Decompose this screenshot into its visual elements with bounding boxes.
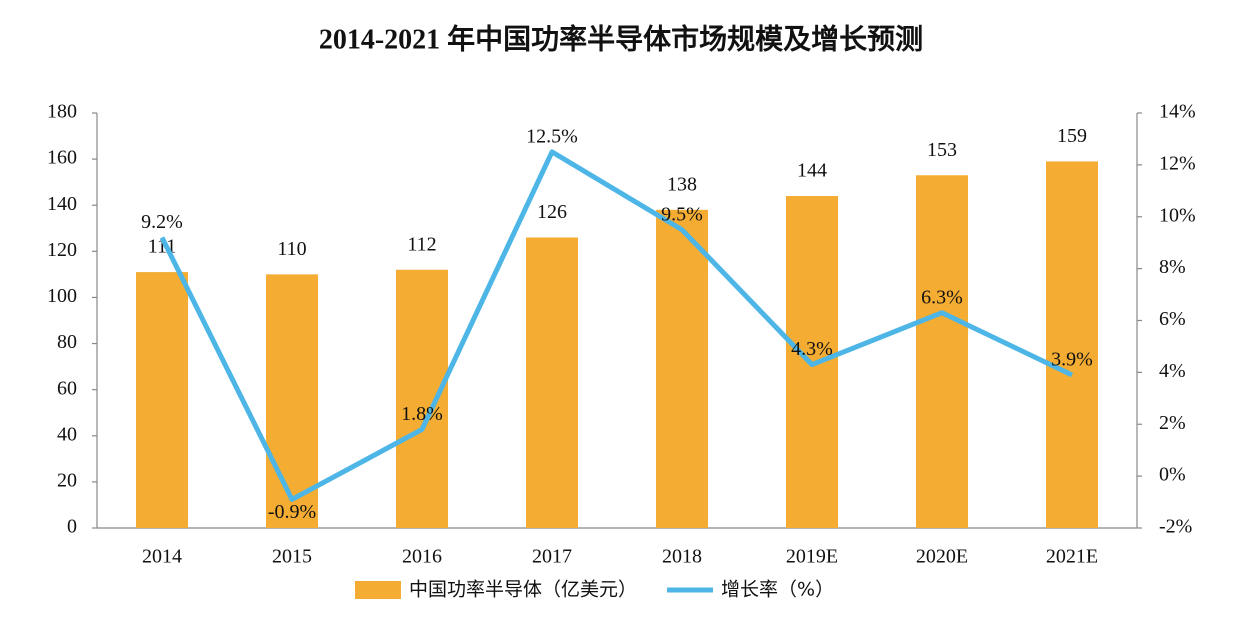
y2-tick-label: 14% xyxy=(1159,101,1196,123)
line-value-label: 9.2% xyxy=(141,211,183,233)
bar xyxy=(266,274,318,528)
x-tick-label: 2019E xyxy=(786,546,838,568)
line-value-label: 12.5% xyxy=(526,126,578,148)
y2-tick-label: -2% xyxy=(1159,516,1192,538)
bar-value-label: 159 xyxy=(1057,125,1087,147)
bar-value-label: 144 xyxy=(797,160,827,182)
legend-swatch xyxy=(355,581,401,599)
y2-tick-label: 12% xyxy=(1159,152,1196,174)
y-tick-label: 40 xyxy=(57,423,77,445)
bar xyxy=(656,209,708,529)
line-value-label: -0.9% xyxy=(268,501,316,523)
x-tick-label: 2018 xyxy=(662,546,702,568)
bar-value-label: 112 xyxy=(407,233,436,255)
y-tick-label: 100 xyxy=(47,285,77,307)
y-tick-label: 60 xyxy=(57,377,77,399)
line-value-label: 3.9% xyxy=(1051,349,1093,371)
bar xyxy=(526,237,578,528)
x-tick-label: 2016 xyxy=(402,546,442,568)
bar-value-label: 110 xyxy=(277,238,306,260)
bar-value-label: 153 xyxy=(927,139,957,161)
bar xyxy=(396,269,448,528)
y2-tick-label: 0% xyxy=(1159,464,1186,486)
line xyxy=(159,149,1074,502)
y-tick-label: 160 xyxy=(47,147,77,169)
bar-value-label: 126 xyxy=(537,201,567,223)
legend-label: 中国功率半导体（亿美元） xyxy=(409,579,637,601)
x-tick-label: 2020E xyxy=(916,546,968,568)
bar-value-label: 138 xyxy=(667,173,697,195)
bar xyxy=(136,272,188,528)
x-tick-label: 2015 xyxy=(272,546,312,568)
y-tick-label: 80 xyxy=(57,331,77,353)
line-value-label: 9.5% xyxy=(661,203,703,225)
x-tick-label: 2021E xyxy=(1046,546,1098,568)
chart-title: 2014-2021 年中国功率半导体市场规模及增长预测 xyxy=(319,22,923,55)
bar xyxy=(1046,161,1098,528)
bar xyxy=(916,175,968,528)
y-tick-label: 180 xyxy=(47,101,77,123)
y-tick-label: 140 xyxy=(47,193,77,215)
x-tick-label: 2014 xyxy=(142,546,182,568)
y-tick-label: 120 xyxy=(47,239,77,261)
x-tick-label: 2017 xyxy=(532,546,572,568)
y2-tick-label: 2% xyxy=(1159,412,1186,434)
legend-label: 增长率（%） xyxy=(721,579,834,601)
line-value-label: 4.3% xyxy=(791,338,833,360)
line-value-label: 6.3% xyxy=(921,286,963,308)
y-tick-label: 20 xyxy=(57,469,77,491)
y-tick-label: 0 xyxy=(67,516,77,538)
line-value-label: 1.8% xyxy=(401,403,443,425)
y2-tick-label: 8% xyxy=(1159,256,1186,278)
y2-tick-label: 10% xyxy=(1159,204,1196,226)
y2-tick-label: 6% xyxy=(1159,308,1186,330)
y2-tick-label: 4% xyxy=(1159,360,1186,382)
